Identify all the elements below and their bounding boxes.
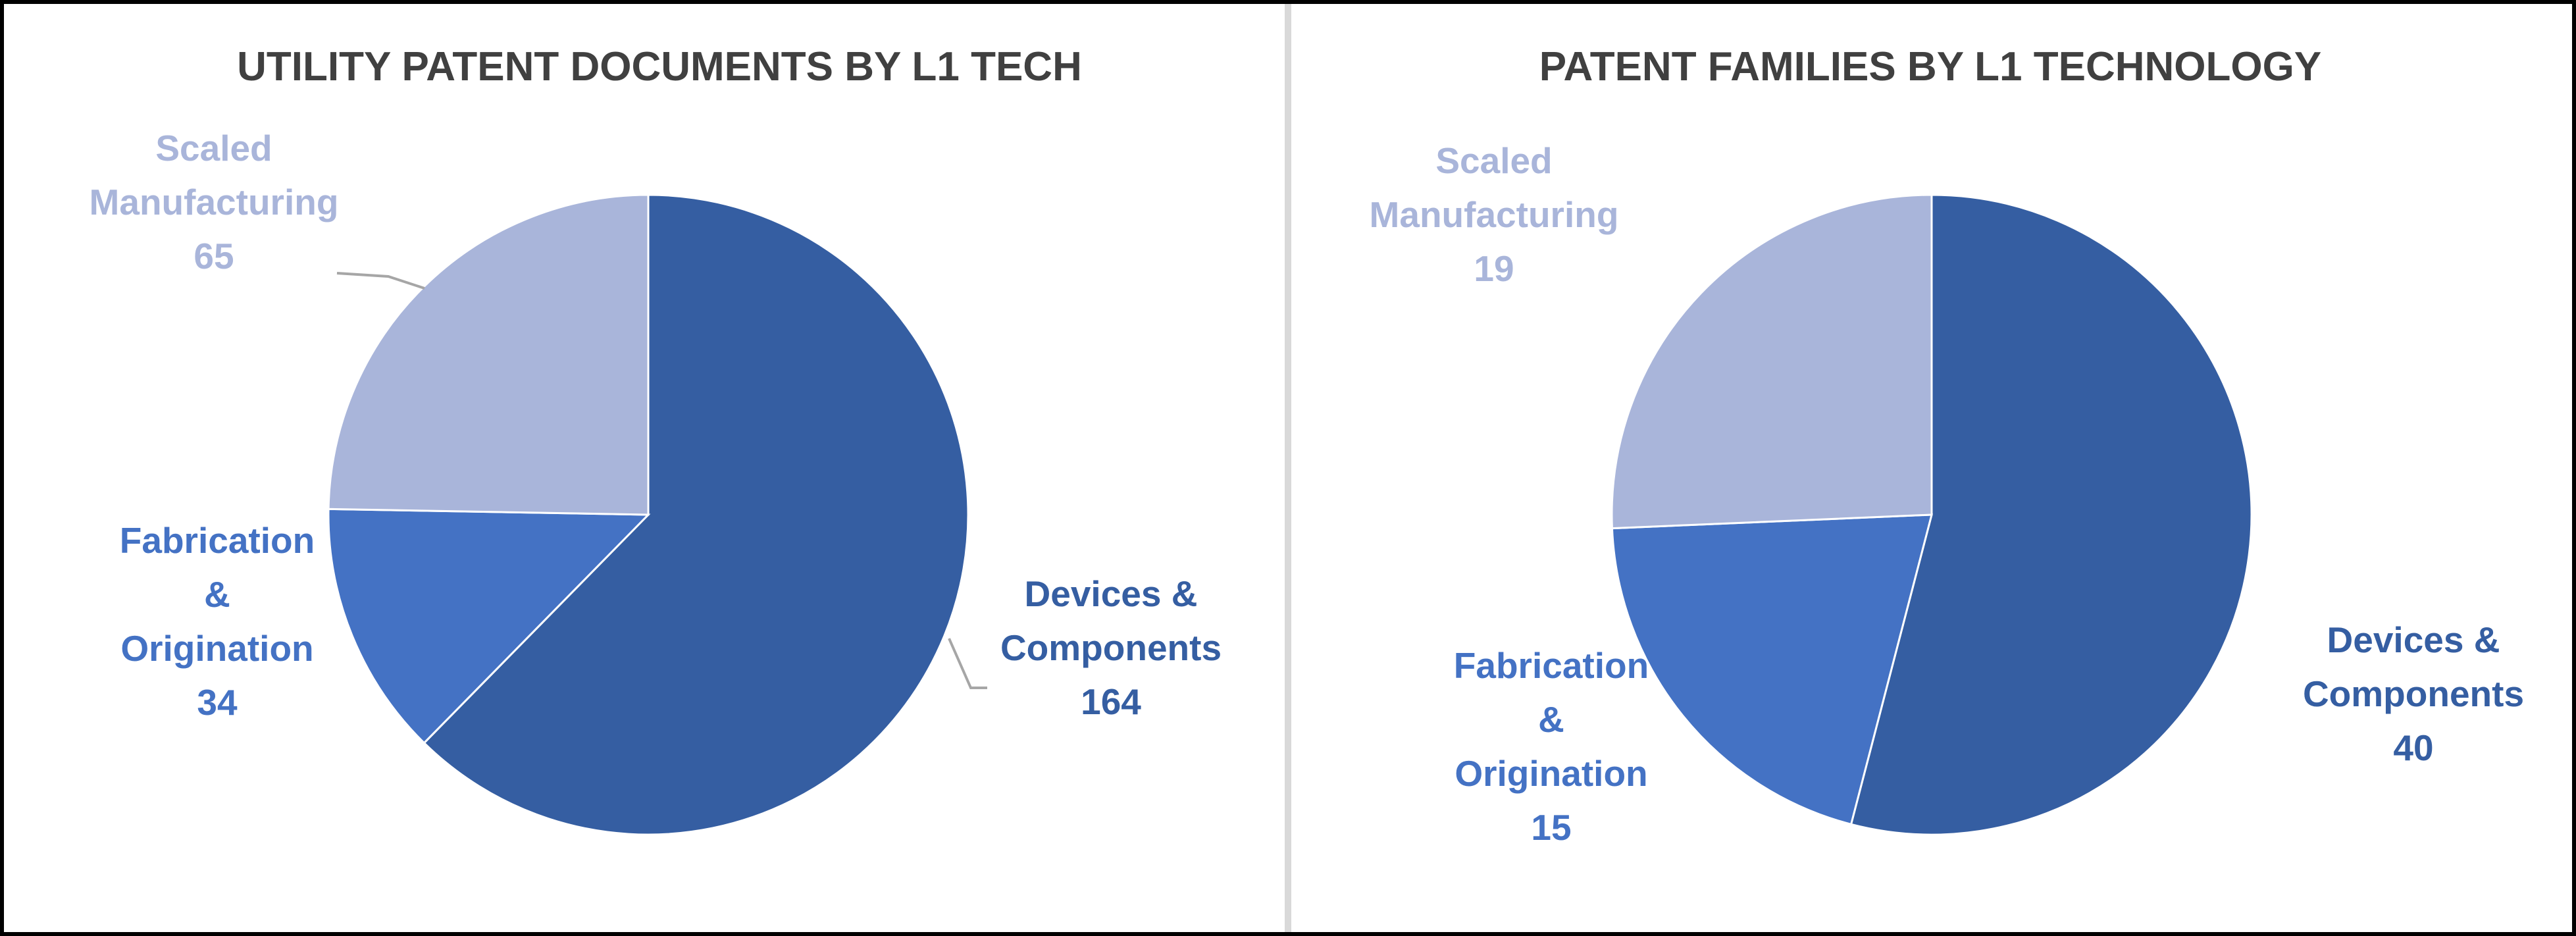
data-label-fabrication-and-origination: Fabrication & Origination 15 <box>1454 645 1649 848</box>
data-label-value: 40 <box>2393 727 2433 768</box>
data-label-scaled-manufacturing: Scaled Manufacturing 65 <box>90 128 339 276</box>
data-label-text: & <box>204 574 230 615</box>
data-label-text: Scaled <box>155 128 272 169</box>
pie-chart-svg: UTILITY PATENT DOCUMENTS BY L1 TECH Devi… <box>90 44 1222 836</box>
data-label-text: Fabrication <box>120 520 315 561</box>
pie-chart-patent-families: PATENT FAMILIES BY L1 TECHNOLOGY Devices… <box>1291 0 2572 936</box>
leader-line-devices-and-components <box>948 638 987 689</box>
pie-slice-scaled-manufacturing <box>327 194 650 516</box>
pie-chart-utility-patent-documents: UTILITY PATENT DOCUMENTS BY L1 TECH Devi… <box>0 0 1285 936</box>
data-label-value: 19 <box>1474 248 1514 289</box>
data-label-scaled-manufacturing: Scaled Manufacturing 19 <box>1370 140 1619 289</box>
data-label-text: Components <box>1000 627 1222 668</box>
data-label-text: Origination <box>120 628 313 669</box>
data-label-text: & <box>1538 699 1564 740</box>
leader-line-scaled-manufacturing <box>336 272 425 290</box>
pie-slice-scaled-manufacturing <box>1610 194 1933 530</box>
leader-lines <box>336 272 987 689</box>
data-label-text: Fabrication <box>1454 645 1649 686</box>
pie-slice-devices-and-components <box>1849 194 2253 836</box>
data-labels: Devices & Components 164 Fabrication & Origin… <box>90 128 1222 723</box>
chart-title: PATENT FAMILIES BY L1 TECHNOLOGY <box>1539 44 2321 90</box>
data-label-devices-and-components: Devices & Components 40 <box>2303 619 2524 768</box>
data-label-text: Devices & <box>1025 573 1198 614</box>
pie-slices <box>327 194 969 836</box>
data-label-value: 164 <box>1081 681 1141 722</box>
pie-slices <box>1610 194 2253 836</box>
data-label-value: 34 <box>197 682 238 723</box>
data-label-value: 15 <box>1531 807 1571 848</box>
chart-title: UTILITY PATENT DOCUMENTS BY L1 TECH <box>237 44 1082 90</box>
pie-slice-fabrication-and-origination <box>327 507 651 744</box>
data-label-fabrication-and-origination: Fabrication & Origination 34 <box>120 520 315 723</box>
data-label-text: Devices & <box>2327 619 2500 660</box>
data-label-devices-and-components: Devices & Components 164 <box>1000 573 1222 722</box>
data-label-text: Components <box>2303 673 2524 714</box>
data-label-text: Manufacturing <box>1370 194 1619 235</box>
pie-chart-svg: PATENT FAMILIES BY L1 TECHNOLOGY Devices… <box>1370 44 2525 848</box>
pie-slice-devices-and-components <box>423 194 969 836</box>
data-label-text: Manufacturing <box>90 182 339 222</box>
pie-slice-fabrication-and-origination <box>1610 513 1933 826</box>
data-label-text: Origination <box>1455 753 1647 794</box>
data-labels: Devices & Components 40 Fabrication & Origina… <box>1370 140 2525 848</box>
data-label-value: 65 <box>193 236 234 276</box>
data-label-text: Scaled <box>1435 140 1552 181</box>
panel-divider <box>1285 4 1291 932</box>
